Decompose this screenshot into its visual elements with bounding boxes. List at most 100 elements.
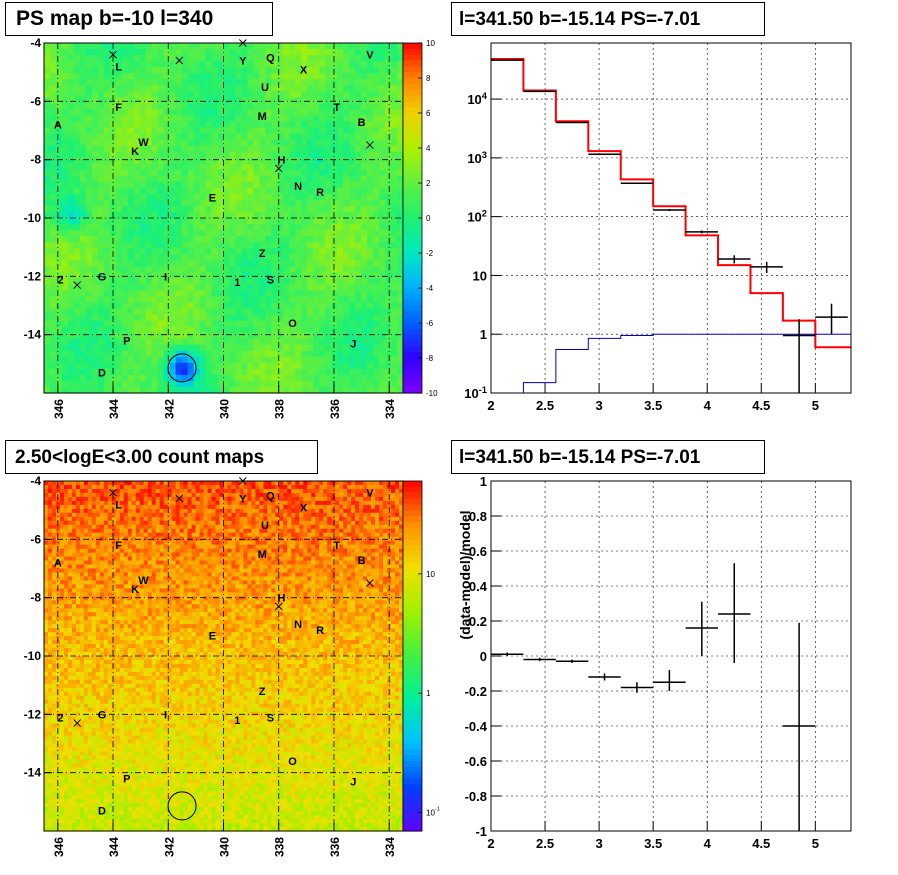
heatmap-cell: [87, 787, 93, 792]
heatmap-cell: [193, 139, 201, 147]
heatmap-cell: [103, 302, 111, 310]
heatmap-cell: [99, 580, 105, 586]
heatmap-cell: [99, 544, 105, 550]
heatmap-cell: [193, 272, 201, 279]
heatmap-cell: [319, 386, 326, 394]
heatmap-cell: [205, 278, 213, 285]
heatmap-cell: [187, 308, 195, 316]
heatmap-cell: [175, 97, 183, 104]
heatmap-cell: [63, 632, 69, 637]
heatmap-cell: [133, 139, 141, 147]
heatmap-cell: [51, 779, 57, 784]
heatmap-cell: [51, 775, 57, 780]
heatmap-cell: [247, 73, 255, 80]
heatmap-cell: [63, 484, 69, 490]
heatmap-cell: [349, 218, 356, 225]
heatmap-cell: [127, 338, 135, 346]
heatmap-cell: [325, 43, 332, 50]
heatmap-cell: [133, 224, 141, 231]
heatmap-cell: [55, 707, 61, 713]
heatmap-cell: [241, 169, 249, 177]
heatmap-cell: [337, 97, 344, 104]
heatmap-cell: [121, 67, 129, 74]
heatmap-cell: [67, 187, 75, 195]
heatmap-cell: [103, 242, 111, 249]
heatmap-cell: [253, 296, 260, 304]
heatmap-cell: [139, 121, 147, 129]
heatmap-cell: [71, 731, 77, 737]
heatmap-cell: [103, 278, 111, 285]
heatmap-cell: [181, 175, 189, 183]
heatmap-cell: [115, 151, 123, 159]
heatmap-cell: [397, 386, 404, 394]
heatmap-cell: [223, 67, 231, 74]
heatmap-cell: [271, 224, 278, 231]
heatmap-cell: [97, 338, 105, 346]
heatmap-cell: [67, 596, 73, 601]
heatmap-cell: [355, 368, 362, 376]
heatmap-cell: [91, 332, 99, 340]
heatmap-cell: [397, 43, 404, 50]
heatmap-cell: [79, 807, 85, 812]
heatmap-cell: [199, 85, 207, 92]
heatmap-cell: [373, 61, 380, 68]
heatmap-cell: [265, 199, 272, 207]
heatmap-cell: [271, 43, 278, 50]
heatmap-cell: [343, 284, 350, 292]
heatmap-cell: [235, 326, 243, 334]
heatmap-cell: [151, 362, 159, 370]
heatmap-cell: [44, 500, 49, 506]
heatmap-cell: [71, 695, 77, 701]
heatmap-cell: [247, 266, 255, 273]
heatmap-cell: [79, 308, 87, 316]
heatmap-cell: [295, 362, 302, 370]
heatmap-cell: [83, 803, 89, 808]
heatmap-cell: [67, 139, 75, 147]
heatmap-cell: [133, 374, 141, 382]
heatmap-cell: [79, 484, 85, 490]
heatmap-cell: [205, 290, 213, 298]
heatmap-cell: [103, 284, 111, 292]
heatmap-cell: [49, 290, 57, 298]
heatmap-cell: [211, 145, 219, 153]
heatmap-cell: [181, 218, 189, 225]
heatmap-cell: [247, 139, 255, 147]
heatmap-cell: [175, 386, 183, 394]
heatmap-cell: [211, 139, 219, 147]
heatmap-cell: [49, 211, 57, 219]
heatmap-cell: [44, 568, 49, 574]
heatmap-cell: [87, 723, 93, 729]
heatmap-cell: [235, 218, 243, 225]
heatmap-cell: [91, 278, 99, 285]
heatmap-cell: [355, 320, 362, 328]
heatmap-cell: [343, 236, 350, 243]
heatmap-cell: [47, 604, 53, 609]
heatmap-cell: [51, 616, 57, 621]
heatmap-cell: [44, 109, 51, 117]
heatmap-cell: [187, 67, 195, 74]
heatmap-cell: [157, 211, 165, 219]
heatmap-cell: [91, 620, 97, 625]
heatmap-cell: [95, 827, 101, 832]
heatmap-cell: [91, 592, 97, 597]
heatmap-cell: [349, 326, 356, 334]
source-label: A: [54, 120, 62, 132]
heatmap-cell: [151, 242, 159, 249]
heatmap-cell: [205, 242, 213, 249]
heatmap-cell: [133, 49, 141, 56]
heatmap-cell: [343, 181, 350, 189]
heatmap-cell: [199, 61, 207, 68]
heatmap-cell: [71, 755, 77, 761]
heatmap-cell: [301, 350, 308, 358]
heatmap-cell: [139, 199, 147, 207]
heatmap-cell: [75, 747, 81, 753]
heatmap-cell: [83, 675, 89, 681]
heatmap-cell: [83, 667, 89, 673]
heatmap-cell: [331, 73, 338, 80]
heatmap-cell: [157, 380, 165, 388]
heatmap-cell: [301, 193, 308, 201]
heatmap-cell: [205, 121, 213, 129]
heatmap-cell: [49, 49, 57, 56]
heatmap-cell: [349, 103, 356, 110]
